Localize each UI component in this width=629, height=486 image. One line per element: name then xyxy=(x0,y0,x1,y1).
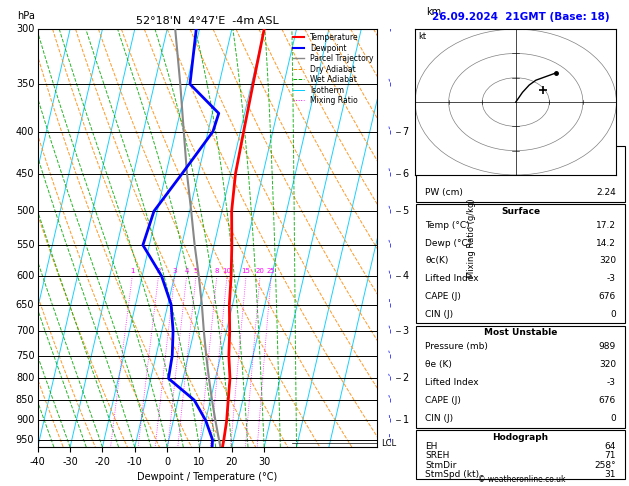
Text: 31: 31 xyxy=(604,469,616,479)
Text: 550: 550 xyxy=(16,240,35,250)
Text: ASL: ASL xyxy=(425,34,443,43)
Text: 64: 64 xyxy=(604,442,616,451)
Text: Pressure (mb): Pressure (mb) xyxy=(425,342,488,351)
Text: 989: 989 xyxy=(599,342,616,351)
Text: CIN (J): CIN (J) xyxy=(425,310,453,319)
X-axis label: Dewpoint / Temperature (°C): Dewpoint / Temperature (°C) xyxy=(138,472,277,483)
Text: 3: 3 xyxy=(403,326,409,336)
Text: 0: 0 xyxy=(610,414,616,423)
Text: 10: 10 xyxy=(223,268,231,274)
Text: 500: 500 xyxy=(16,206,35,216)
Bar xyxy=(416,204,625,323)
Text: Dewp (°C): Dewp (°C) xyxy=(425,239,471,247)
Text: θe (K): θe (K) xyxy=(425,360,452,369)
Text: 5: 5 xyxy=(403,206,409,216)
Text: Temp (°C): Temp (°C) xyxy=(425,221,470,230)
Text: 2: 2 xyxy=(403,374,409,383)
Text: 900: 900 xyxy=(16,416,35,425)
Text: 26.09.2024  21GMT (Base: 18): 26.09.2024 21GMT (Base: 18) xyxy=(431,12,610,22)
Text: 2.24: 2.24 xyxy=(596,188,616,197)
Text: kt: kt xyxy=(418,32,426,41)
Text: 400: 400 xyxy=(16,127,35,137)
Text: Lifted Index: Lifted Index xyxy=(425,378,479,387)
Text: 800: 800 xyxy=(16,374,35,383)
Text: 850: 850 xyxy=(16,395,35,405)
Text: 1: 1 xyxy=(130,268,135,274)
Text: -3: -3 xyxy=(607,378,616,387)
Text: km: km xyxy=(426,7,442,17)
Text: Totals Totals: Totals Totals xyxy=(425,169,479,178)
Text: 950: 950 xyxy=(16,434,35,445)
Text: 600: 600 xyxy=(16,271,35,281)
Text: EH: EH xyxy=(425,442,437,451)
Text: 51: 51 xyxy=(604,169,616,178)
Bar xyxy=(416,146,625,202)
Text: 27: 27 xyxy=(604,151,616,159)
Text: 5: 5 xyxy=(194,268,198,274)
Text: 20: 20 xyxy=(255,268,264,274)
Text: 4: 4 xyxy=(184,268,189,274)
Text: LCL: LCL xyxy=(381,439,396,448)
Text: CIN (J): CIN (J) xyxy=(425,414,453,423)
Text: 676: 676 xyxy=(599,396,616,405)
Text: Mixing Ratio (g/kg): Mixing Ratio (g/kg) xyxy=(467,198,476,278)
Text: CAPE (J): CAPE (J) xyxy=(425,396,461,405)
Text: 3: 3 xyxy=(172,268,177,274)
Text: 14.2: 14.2 xyxy=(596,239,616,247)
Text: 1: 1 xyxy=(403,416,409,425)
Text: StmSpd (kt): StmSpd (kt) xyxy=(425,469,479,479)
Text: PW (cm): PW (cm) xyxy=(425,188,463,197)
Text: SREH: SREH xyxy=(425,451,449,460)
Text: CAPE (J): CAPE (J) xyxy=(425,292,461,301)
Text: 320: 320 xyxy=(599,360,616,369)
Text: 25: 25 xyxy=(267,268,276,274)
Text: hPa: hPa xyxy=(18,11,35,21)
Text: θc(K): θc(K) xyxy=(425,256,448,265)
Bar xyxy=(416,430,625,479)
Text: 750: 750 xyxy=(16,350,35,361)
Text: 7: 7 xyxy=(403,127,409,137)
Text: 650: 650 xyxy=(16,299,35,310)
Text: 2: 2 xyxy=(156,268,160,274)
Text: 4: 4 xyxy=(403,271,409,281)
Legend: Temperature, Dewpoint, Parcel Trajectory, Dry Adiabat, Wet Adiabat, Isotherm, Mi: Temperature, Dewpoint, Parcel Trajectory… xyxy=(292,33,374,105)
Text: © weatheronline.co.uk: © weatheronline.co.uk xyxy=(478,474,566,484)
Text: 320: 320 xyxy=(599,256,616,265)
Text: 258°: 258° xyxy=(594,461,616,469)
Text: StmDir: StmDir xyxy=(425,461,457,469)
Text: 350: 350 xyxy=(16,79,35,89)
Text: Most Unstable: Most Unstable xyxy=(484,328,557,337)
Text: 71: 71 xyxy=(604,451,616,460)
Text: 676: 676 xyxy=(599,292,616,301)
Text: Hodograph: Hodograph xyxy=(493,433,548,442)
Text: 8: 8 xyxy=(214,268,219,274)
Text: -3: -3 xyxy=(607,274,616,283)
Text: Lifted Index: Lifted Index xyxy=(425,274,479,283)
Text: 450: 450 xyxy=(16,169,35,178)
Text: 700: 700 xyxy=(16,326,35,336)
Text: 0: 0 xyxy=(610,310,616,319)
Text: Surface: Surface xyxy=(501,207,540,216)
Text: 6: 6 xyxy=(403,169,409,178)
Text: 300: 300 xyxy=(16,24,35,34)
Text: K: K xyxy=(425,151,431,159)
Text: 17.2: 17.2 xyxy=(596,221,616,230)
Text: 15: 15 xyxy=(242,268,250,274)
Title: 52°18'N  4°47'E  -4m ASL: 52°18'N 4°47'E -4m ASL xyxy=(136,16,279,26)
Bar xyxy=(416,326,625,428)
